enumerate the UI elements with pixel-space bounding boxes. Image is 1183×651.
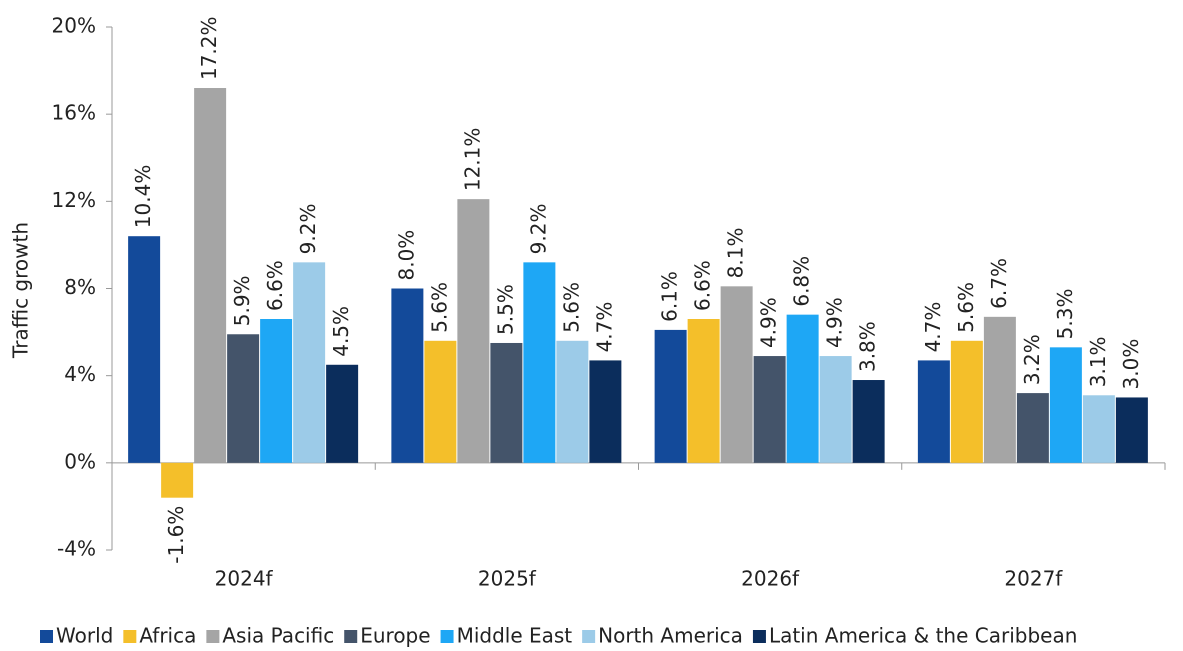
x-tick-label: 2024f bbox=[215, 567, 274, 591]
y-axis-label: Traffic growth bbox=[9, 222, 33, 359]
y-tick-label: 20% bbox=[52, 14, 96, 38]
bar bbox=[819, 356, 852, 463]
bar bbox=[983, 316, 1016, 463]
bar bbox=[556, 340, 589, 463]
bar bbox=[1115, 397, 1148, 463]
legend-swatch bbox=[344, 630, 358, 643]
x-tick-label: 2025f bbox=[478, 567, 537, 591]
data-label: 9.2% bbox=[296, 204, 320, 255]
y-tick-label: 8% bbox=[64, 275, 96, 299]
data-label: 4.9% bbox=[757, 297, 781, 348]
bar bbox=[753, 356, 786, 463]
data-label: 3.2% bbox=[1020, 334, 1044, 385]
legend-label: World bbox=[56, 624, 113, 648]
bar bbox=[194, 88, 227, 463]
data-label: 3.1% bbox=[1086, 336, 1110, 387]
data-label: 4.7% bbox=[921, 302, 945, 353]
data-label: -1.6% bbox=[164, 506, 188, 564]
bar bbox=[523, 262, 556, 463]
legend-swatch bbox=[582, 630, 596, 643]
bar bbox=[589, 360, 622, 463]
data-label: 3.8% bbox=[856, 321, 880, 372]
bar bbox=[260, 319, 293, 463]
bar bbox=[720, 286, 753, 463]
bar bbox=[457, 199, 490, 463]
legend-label: Africa bbox=[139, 624, 196, 648]
data-label: 6.1% bbox=[658, 271, 682, 322]
legend-swatch bbox=[40, 630, 53, 643]
legend-label: Middle East bbox=[457, 624, 573, 648]
y-tick-label: 4% bbox=[64, 362, 96, 386]
data-label: 4.9% bbox=[823, 297, 847, 348]
data-label: 5.3% bbox=[1053, 289, 1077, 340]
data-label: 9.2% bbox=[526, 204, 550, 255]
bar bbox=[128, 236, 161, 463]
data-label: 8.0% bbox=[394, 230, 418, 281]
bar bbox=[490, 342, 523, 463]
data-label: 5.5% bbox=[493, 284, 517, 335]
legend-label: Europe bbox=[360, 624, 430, 648]
data-label: 6.6% bbox=[691, 260, 715, 311]
data-label: 6.7% bbox=[987, 258, 1011, 309]
data-label: 6.8% bbox=[790, 256, 814, 307]
legend-swatch bbox=[206, 630, 220, 643]
data-label: 4.5% bbox=[329, 306, 353, 357]
y-tick-label: 0% bbox=[64, 449, 96, 473]
data-label: 5.6% bbox=[954, 282, 978, 333]
legend-swatch bbox=[123, 630, 137, 643]
legend-label: Asia Pacific bbox=[222, 624, 334, 648]
legend-swatch bbox=[440, 630, 454, 643]
legend-swatch bbox=[752, 630, 766, 643]
bar bbox=[950, 340, 983, 463]
data-label: 17.2% bbox=[197, 16, 221, 80]
bar bbox=[293, 262, 326, 463]
bar bbox=[917, 360, 950, 463]
bar bbox=[687, 319, 720, 463]
bar bbox=[227, 334, 260, 463]
y-tick-label: 12% bbox=[52, 188, 96, 212]
legend-label: North America bbox=[598, 624, 743, 648]
bar bbox=[391, 288, 424, 463]
x-tick-label: 2026f bbox=[741, 567, 800, 591]
bar bbox=[1016, 393, 1049, 463]
bar bbox=[1049, 347, 1082, 463]
bar bbox=[326, 364, 359, 463]
data-label: 5.6% bbox=[559, 282, 583, 333]
legend-label: Latin America & the Caribbean bbox=[769, 624, 1077, 648]
bar bbox=[786, 314, 819, 463]
data-label: 4.7% bbox=[592, 302, 616, 353]
data-label: 10.4% bbox=[131, 165, 155, 229]
data-label: 12.1% bbox=[460, 128, 484, 192]
bar bbox=[852, 380, 885, 463]
bar bbox=[424, 340, 457, 463]
bar bbox=[654, 329, 687, 463]
data-label: 8.1% bbox=[724, 228, 748, 279]
y-tick-label: 16% bbox=[52, 101, 96, 125]
data-label: 5.6% bbox=[427, 282, 451, 333]
bar bbox=[161, 462, 194, 498]
bar bbox=[1082, 395, 1115, 463]
data-label: 6.6% bbox=[263, 260, 287, 311]
x-tick-label: 2027f bbox=[1004, 567, 1063, 591]
data-label: 5.9% bbox=[230, 275, 254, 326]
data-label: 3.0% bbox=[1119, 339, 1143, 390]
y-tick-label: -4% bbox=[57, 537, 96, 561]
